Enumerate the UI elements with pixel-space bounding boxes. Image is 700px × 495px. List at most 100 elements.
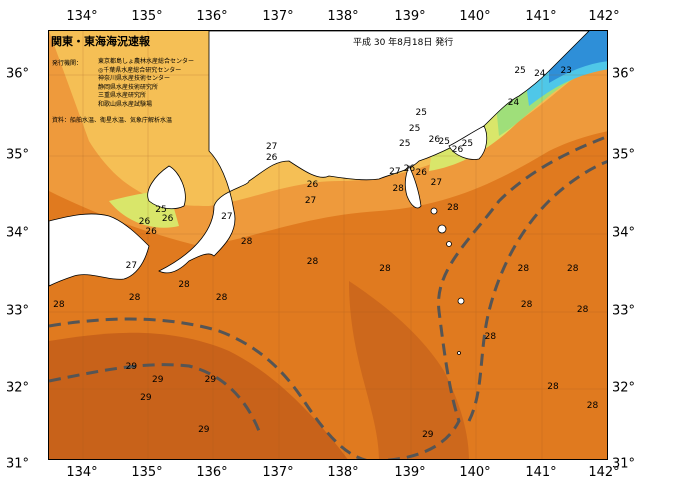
lon-tick-137: 137° <box>262 9 294 24</box>
izu-island-miyake <box>446 241 452 247</box>
isotherm-label: 28 <box>306 256 319 267</box>
isotherm-label: 25 <box>514 65 526 76</box>
institution-item: ◎千葉県水産総合研究センター <box>98 66 182 74</box>
isotherm-label: 29 <box>125 362 138 373</box>
lon-tick-141: 141° <box>525 465 557 480</box>
lat-tick-31: 31° <box>612 456 636 472</box>
isotherm-label: 28 <box>567 264 579 275</box>
current-line-east <box>467 160 607 422</box>
isotherm-label: 26 <box>403 163 416 174</box>
lon-tick-134: 134° <box>66 9 98 24</box>
isotherm-label: 25 <box>155 205 167 216</box>
lat-tick-32: 32° <box>612 380 636 396</box>
lat-tick-36: 36° <box>612 66 636 82</box>
kii-land <box>147 165 186 210</box>
issue-date: 平成 30 年8月18日 発行 <box>353 38 454 48</box>
isotherm-label: 27 <box>430 178 443 189</box>
lon-tick-142: 142° <box>588 465 620 480</box>
isotherm-label: 28 <box>484 332 497 343</box>
lon-tick-138: 138° <box>327 9 359 24</box>
lon-tick-136: 136° <box>196 9 228 24</box>
isotherm-label: 27 <box>125 260 138 271</box>
isotherm-label: 27 <box>304 196 317 207</box>
isotherm-label: 28 <box>379 264 391 275</box>
sst-zone-29 <box>49 332 348 459</box>
isotherm-label: 28 <box>392 183 404 194</box>
isotherm-label: 28 <box>547 381 559 392</box>
isotherm-label: 26 <box>415 168 427 179</box>
isotherm-label: 28 <box>215 293 228 304</box>
isotherm-label: 28 <box>517 264 530 275</box>
lon-tick-139: 139° <box>394 9 426 24</box>
isotherm-label: 26 <box>145 226 157 237</box>
isotherm-label: 26 <box>428 135 441 146</box>
current-line-loop <box>382 135 607 459</box>
lat-tick-34: 34° <box>6 225 30 241</box>
isotherm-label: 23 <box>560 65 572 76</box>
map-title: 関東・東海海況速報 <box>51 35 150 48</box>
current-line-outer <box>49 317 368 459</box>
lat-tick-32: 32° <box>6 380 30 396</box>
lon-tick-139: 139° <box>394 465 426 480</box>
lat-tick-35: 35° <box>6 147 30 163</box>
sst-zone-29-kuroshio <box>349 281 469 459</box>
institution-item: 静岡県水産技術研究所 <box>98 83 159 91</box>
isotherm-label: 25 <box>415 108 427 119</box>
isotherm-label: 29 <box>204 375 217 386</box>
isotherm-label: 25 <box>399 138 411 149</box>
lon-tick-136: 136° <box>196 465 228 480</box>
lat-tick-35: 35° <box>612 147 636 163</box>
lon-tick-138: 138° <box>327 465 359 480</box>
institution-item: 三重県水産研究所 <box>98 92 147 99</box>
isotherm-label: 28 <box>576 305 589 316</box>
isotherm-label: 27 <box>221 212 233 223</box>
isotherm-label: 28 <box>53 299 65 310</box>
data-sources: 資料：船舶水温、衛星水温、気象庁解析水温 <box>52 117 173 124</box>
lon-tick-142: 142° <box>588 9 620 24</box>
isotherm-label: 26 <box>161 214 174 225</box>
shikoku-land <box>49 213 150 287</box>
isotherm-label: 26 <box>138 216 151 227</box>
izu-island-hachijo <box>457 297 465 305</box>
isotherm-label: 28 <box>240 237 253 248</box>
isotherm-label: 28 <box>178 280 190 291</box>
institutions-list: 東京都島しょ農林水産総合センター ◎千葉県水産総合研究センター 神奈川県水産技術… <box>98 58 194 109</box>
institution-item: 神奈川県水産技術センター <box>98 75 171 82</box>
isotherm-label: 25 <box>461 138 474 149</box>
lon-tick-140: 140° <box>459 9 491 24</box>
isotherm-label: 26 <box>451 144 464 155</box>
izu-peninsula <box>404 165 422 209</box>
isotherm-label: 28 <box>520 299 533 310</box>
isotherm-label: 28 <box>586 401 599 412</box>
map-canvas <box>49 31 607 459</box>
current-lines <box>49 135 607 459</box>
honshu-land <box>158 31 590 274</box>
land <box>49 31 590 355</box>
izu-island-niijima <box>437 224 447 234</box>
institutions-label: 発行機関： <box>52 60 83 67</box>
sea-temperature-map: 関東・東海海況速報 平成 30 年8月18日 発行 発行機関： 東京都島しょ農林… <box>48 30 608 460</box>
isotherm-label: 28 <box>447 202 459 213</box>
lon-tick-135: 135° <box>131 465 163 480</box>
izu-island-aogashima <box>457 351 461 355</box>
lat-tick-33: 33° <box>612 303 636 319</box>
lon-tick-137: 137° <box>262 465 294 480</box>
lat-tick-33: 33° <box>6 303 30 319</box>
izu-island-oshima <box>430 207 438 215</box>
isotherm-label: 25 <box>438 137 451 148</box>
isotherm-label: 24 <box>534 69 546 79</box>
isotherm-label: 27 <box>265 141 278 152</box>
isotherm-label: 25 <box>408 123 421 134</box>
lat-tick-34: 34° <box>612 225 636 241</box>
boso-peninsula <box>448 125 488 160</box>
lon-tick-134: 134° <box>66 465 98 480</box>
lon-tick-140: 140° <box>459 465 491 480</box>
lon-tick-141: 141° <box>525 9 557 24</box>
lat-tick-31: 31° <box>6 456 30 472</box>
lon-tick-135: 135° <box>131 9 163 24</box>
isotherm-label: 29 <box>140 393 152 404</box>
lat-tick-36: 36° <box>6 66 30 82</box>
isotherm-label: 26 <box>306 180 319 191</box>
institution-item: 和歌山県水産試験場 <box>98 100 153 108</box>
isotherm-label: 28 <box>128 293 141 304</box>
